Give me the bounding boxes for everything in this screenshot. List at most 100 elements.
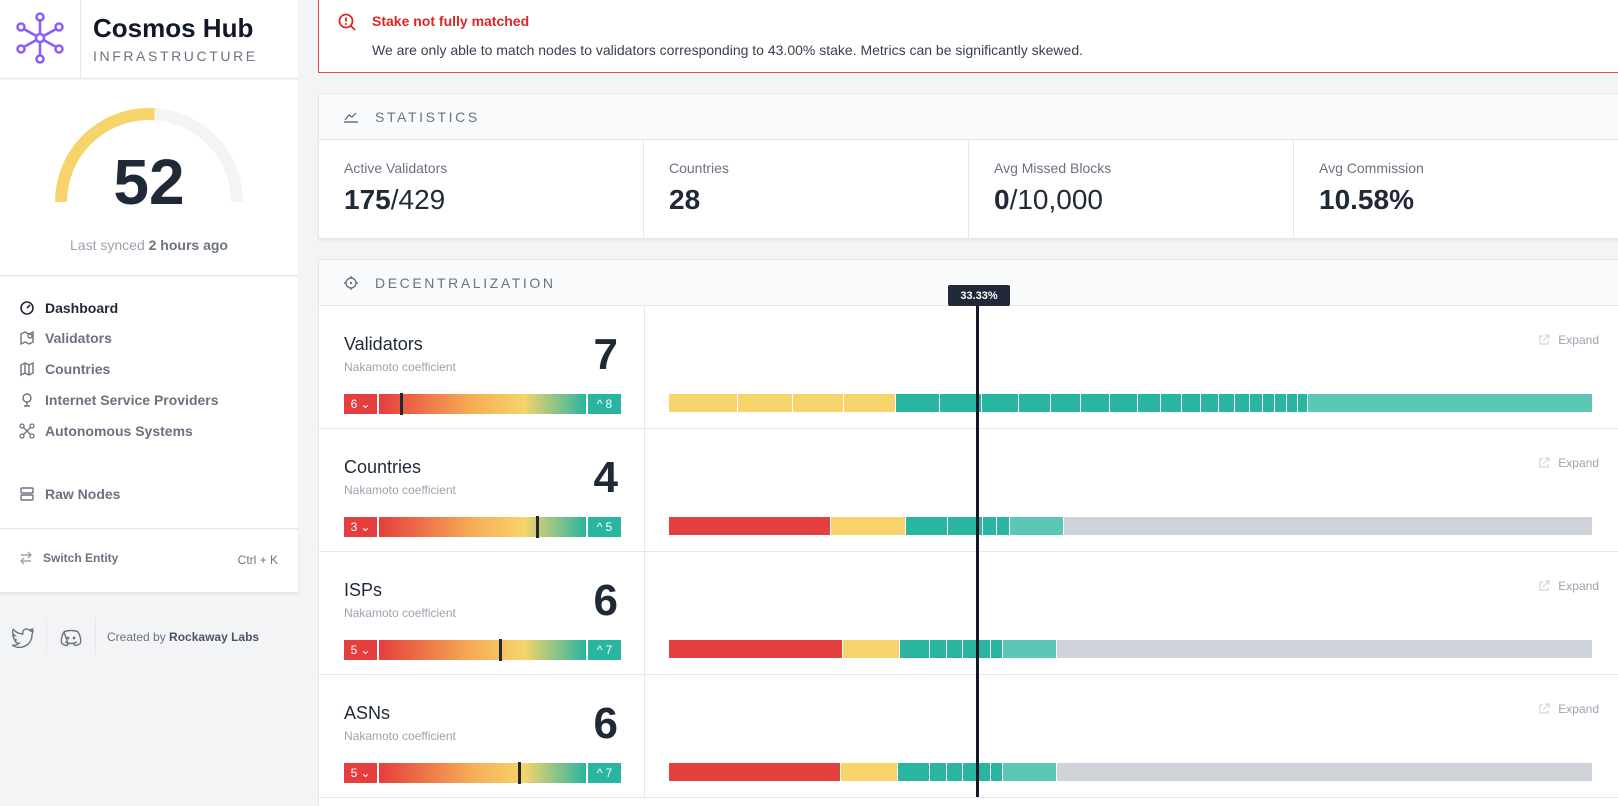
increase-button[interactable]: ^ 5 xyxy=(588,517,621,537)
sidebar-item-dashboard[interactable]: Dashboard xyxy=(19,296,118,320)
stake-segment[interactable] xyxy=(1019,394,1051,412)
stake-segment[interactable] xyxy=(1057,640,1593,658)
stake-bar xyxy=(669,517,1593,535)
stake-segment[interactable] xyxy=(947,640,963,658)
row-subtitle: Nakamoto coefficient xyxy=(344,483,456,497)
stake-segment[interactable] xyxy=(830,517,907,535)
stake-segment[interactable] xyxy=(1307,394,1593,412)
stat-label: Active Validators xyxy=(344,160,448,176)
chevron-up-icon: ^ xyxy=(596,520,603,534)
decentralization-score: 52 xyxy=(113,146,185,218)
network-icon xyxy=(19,423,35,439)
chevron-down-icon: ⌄ xyxy=(360,766,371,780)
footer-credit: Created by Rockaway Labs xyxy=(107,630,259,644)
stat-avg-missed-blocks: Avg Missed Blocks 0/10,000 xyxy=(969,140,1294,239)
stake-segment[interactable] xyxy=(1003,763,1058,781)
stat-value-rest: /429 xyxy=(390,184,446,215)
stake-segment[interactable] xyxy=(991,763,1004,781)
stake-segment[interactable] xyxy=(843,394,896,412)
stake-segment[interactable] xyxy=(1263,394,1276,412)
range-marker xyxy=(536,516,540,538)
row-isps: ISPs Nakamoto coefficient 6 5 ⌄ ^ 7 Expand xyxy=(319,552,1618,675)
stake-segment[interactable] xyxy=(1200,394,1219,412)
discord-icon[interactable] xyxy=(59,628,83,648)
stake-segment[interactable] xyxy=(929,763,948,781)
stake-segment[interactable] xyxy=(895,394,941,412)
stake-segment[interactable] xyxy=(1110,394,1138,412)
stat-value-main: 10.58% xyxy=(1319,184,1414,215)
stake-segment[interactable] xyxy=(1234,394,1250,412)
stake-segment[interactable] xyxy=(983,517,997,535)
stake-segment[interactable] xyxy=(1286,394,1299,412)
expand-button[interactable]: Expand xyxy=(1538,333,1599,347)
decrease-button[interactable]: 5 ⌄ xyxy=(344,640,377,660)
swap-arrows-icon xyxy=(20,551,32,565)
stake-segment[interactable] xyxy=(1249,394,1264,412)
mini-range: 5 ⌄ ^ 7 xyxy=(344,762,621,784)
statistics-card: Active Validators 175/429 Countries 28 A… xyxy=(318,140,1618,239)
stake-segment[interactable] xyxy=(1063,517,1593,535)
range-high: 7 xyxy=(605,766,613,780)
stat-label: Avg Missed Blocks xyxy=(994,160,1112,176)
stake-segment[interactable] xyxy=(669,394,738,412)
stake-segment[interactable] xyxy=(977,640,992,658)
switch-entity-button[interactable]: Switch Entity Ctrl + K xyxy=(0,530,298,592)
increase-button[interactable]: ^ 8 xyxy=(588,394,621,414)
range-low: 3 xyxy=(350,520,358,534)
row-countries: Countries Nakamoto coefficient 4 3 ⌄ ^ 5 E… xyxy=(319,429,1618,552)
stake-segment[interactable] xyxy=(899,640,931,658)
stake-segment[interactable] xyxy=(1161,394,1182,412)
stake-segment[interactable] xyxy=(1050,394,1081,412)
decrease-button[interactable]: 6 ⌄ xyxy=(344,394,377,414)
stake-segment[interactable] xyxy=(842,640,900,658)
stake-segment[interactable] xyxy=(1137,394,1162,412)
brand-header[interactable]: Cosmos Hub INFRASTRUCTURE xyxy=(0,0,298,79)
range-low: 5 xyxy=(350,643,358,657)
stake-segment[interactable] xyxy=(948,517,984,535)
stake-segment[interactable] xyxy=(669,763,841,781)
footer-author-link[interactable]: Rockaway Labs xyxy=(169,630,260,644)
stake-segment[interactable] xyxy=(997,517,1010,535)
stake-segment[interactable] xyxy=(1181,394,1201,412)
sidebar-item-autonomous-systems[interactable]: Autonomous Systems xyxy=(19,419,193,443)
crosshair-icon xyxy=(344,275,358,290)
stake-segment[interactable] xyxy=(792,394,844,412)
range-high: 5 xyxy=(605,520,613,534)
stake-segment[interactable] xyxy=(840,763,899,781)
sidebar-item-countries[interactable]: Countries xyxy=(19,357,110,381)
stake-segment[interactable] xyxy=(981,394,1020,412)
increase-button[interactable]: ^ 7 xyxy=(588,640,621,660)
stat-value-main: 0 xyxy=(994,184,1010,215)
stat-label: Countries xyxy=(669,160,729,176)
stake-segment[interactable] xyxy=(947,763,963,781)
decrease-button[interactable]: 3 ⌄ xyxy=(344,517,377,537)
expand-button[interactable]: Expand xyxy=(1538,579,1599,593)
stake-segment[interactable] xyxy=(940,394,982,412)
stake-segment[interactable] xyxy=(991,640,1004,658)
expand-button[interactable]: Expand xyxy=(1538,456,1599,470)
decrease-button[interactable]: 5 ⌄ xyxy=(344,763,377,783)
stake-segment[interactable] xyxy=(1057,763,1593,781)
stake-segment[interactable] xyxy=(930,640,948,658)
sidebar-item-validators[interactable]: Validators xyxy=(19,326,112,350)
sidebar-item-isps[interactable]: Internet Service Providers xyxy=(19,388,219,412)
sidebar-item-raw-nodes[interactable]: Raw Nodes xyxy=(19,482,120,506)
stake-segment[interactable] xyxy=(1298,394,1308,412)
stake-segment[interactable] xyxy=(1009,517,1064,535)
stake-segment[interactable] xyxy=(977,763,992,781)
expand-button[interactable]: Expand xyxy=(1538,702,1599,716)
twitter-icon[interactable] xyxy=(11,628,35,648)
stake-segment[interactable] xyxy=(898,763,930,781)
stake-segment[interactable] xyxy=(669,640,843,658)
stat-value-main: 28 xyxy=(669,184,701,215)
stake-segment[interactable] xyxy=(1275,394,1287,412)
stake-segment[interactable] xyxy=(669,517,831,535)
stake-segment[interactable] xyxy=(1003,640,1058,658)
stake-segment[interactable] xyxy=(1080,394,1111,412)
chevron-up-icon: ^ xyxy=(596,766,603,780)
stake-segment[interactable] xyxy=(1218,394,1235,412)
stake-segment[interactable] xyxy=(737,394,793,412)
chevron-down-icon: ⌄ xyxy=(360,397,371,411)
increase-button[interactable]: ^ 7 xyxy=(588,763,621,783)
stake-segment[interactable] xyxy=(906,517,949,535)
